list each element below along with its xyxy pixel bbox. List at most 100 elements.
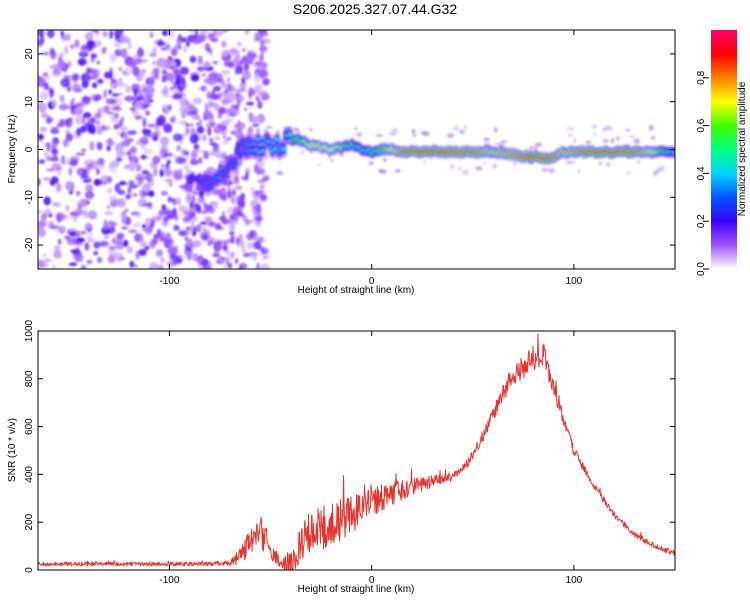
spectrogram-noise-blob [166,238,174,248]
spectrogram-noise-blob [72,254,82,260]
spectrogram-noise-blob [242,70,251,80]
spectrogram-noise-blob [43,82,49,91]
spectrogram-noise-blob [112,93,119,97]
spectrogram-noise-blob [191,38,202,45]
colorbar-scale [711,30,737,269]
spectrogram-noise-blob [135,173,145,178]
spectrogram-noise-blob [163,152,174,157]
spectrogram-noise-blob [170,48,178,57]
spectrogram-noise-blob [221,30,229,33]
spectrogram-noise-blob [134,101,142,111]
spectrogram-noise-blob [190,74,200,82]
spectrogram-noise-blob [192,149,198,159]
spectrogram-noise-blob [120,211,127,220]
spectrogram-noise-blob [217,91,222,101]
spectrogram-noise-blob [52,202,61,207]
spectrogram-noise-blob [129,260,135,268]
spectrogram-noise-blob [81,148,87,153]
spectrogram-noise-blob [610,138,615,144]
spectrogram-noise-blob [244,30,250,35]
spectrogram-noise-blob [192,191,199,196]
spectrogram-noise-blob [140,69,147,74]
spectrogram-noise-blob [236,237,240,245]
spectrogram-noise-blob [38,259,44,269]
spectrogram-noise-blob [226,137,232,141]
spectrogram-noise-blob [126,151,132,155]
spectrogram-noise-blob [221,219,231,225]
spectrogram-noise-blob [124,95,135,102]
spectrogram-noise-blob [101,223,112,230]
spectrogram-y-tick-label: -10 [24,190,35,205]
spectrogram-noise-blob [71,97,75,104]
spectrogram-noise-blob [211,88,216,99]
spectrogram-noise-blob [75,230,82,237]
spectrogram-noise-blob [135,163,142,172]
spectrogram-noise-blob [60,30,65,37]
spectrogram-noise-blob [201,226,207,232]
spectrogram-noise-blob [253,241,262,250]
spectrogram-noise-blob [198,118,203,128]
spectrogram-noise-blob [258,54,264,62]
spectrogram-noise-blob [176,38,182,48]
spectrogram-noise-blob [568,133,572,137]
spectrogram-noise-blob [114,96,124,107]
spectrogram-noise-blob [375,134,384,137]
spectrogram-noise-blob [179,185,189,189]
snr-y-tick-label: 1000 [24,319,35,342]
spectrogram-noise-blob [58,52,65,60]
spectrogram-noise-blob [625,128,631,133]
spectrogram-noise-blob [203,150,210,160]
spectrogram-noise-blob [190,222,195,233]
spectrogram-noise-blob [128,180,135,186]
spectrogram-noise-blob [95,30,100,37]
spectrogram-noise-blob [412,133,417,138]
spectrogram-noise-blob [108,67,113,74]
spectrogram-noise-blob [172,67,179,75]
spectrogram-noise-blob [130,83,141,92]
spectrogram-noise-blob [124,208,129,213]
colorbar-tick-label: 0.6 [696,118,707,132]
spectrogram-noise-blob [135,176,143,181]
spectrogram-noise-blob [147,84,153,94]
spectrogram-noise-blob [164,207,171,217]
spectrogram-noise-blob [172,258,178,266]
snr-frame [37,330,676,571]
spectrogram-noise-blob [163,59,172,68]
spectrogram-noise-blob [195,122,200,126]
spectrogram-noise-blob [128,42,132,50]
spectrogram-noise-blob [117,77,123,88]
spectrogram-noise-blob [38,38,44,47]
spectrogram-noise-blob [196,223,202,233]
spectrogram-noise-blob [179,139,184,146]
spectrogram-noise-blob [182,216,191,223]
spectrogram-noise-blob [38,77,46,87]
spectrogram-noise-blob [56,213,62,223]
spectrogram-noise-blob [83,209,88,219]
spectrogram-noise-blob [513,161,517,166]
spectrogram-marks [38,30,675,269]
spectrogram-noise-blob [152,46,158,54]
spectrogram-noise-blob [222,133,227,140]
spectrogram-noise-blob [183,132,188,137]
spectrogram-noise-blob [128,184,139,189]
spectrogram-noise-blob [123,165,131,170]
spectrogram-noise-blob [50,148,59,156]
spectrogram-noise-blob [293,127,299,132]
spectrogram-noise-blob [259,38,265,48]
spectrogram-noise-blob [535,142,542,147]
spectrogram-noise-blob [188,208,196,213]
spectrogram-y-tick-label: 0 [24,146,35,152]
spectrogram-noise-blob [50,128,59,135]
spectrogram-noise-blob [42,72,49,77]
spectrogram-noise-blob [449,164,455,169]
spectrogram-noise-blob [108,164,114,169]
spectrogram-noise-blob [160,190,168,196]
spectrogram-noise-blob [605,125,611,131]
spectrogram-noise-blob [125,196,131,200]
spectrogram-noise-blob [262,78,270,86]
spectrogram-noise-blob [228,180,234,186]
spectrogram-noise-blob [64,45,69,55]
spectrogram-noise-blob [266,126,273,129]
spectrogram-noise-blob [50,51,57,60]
